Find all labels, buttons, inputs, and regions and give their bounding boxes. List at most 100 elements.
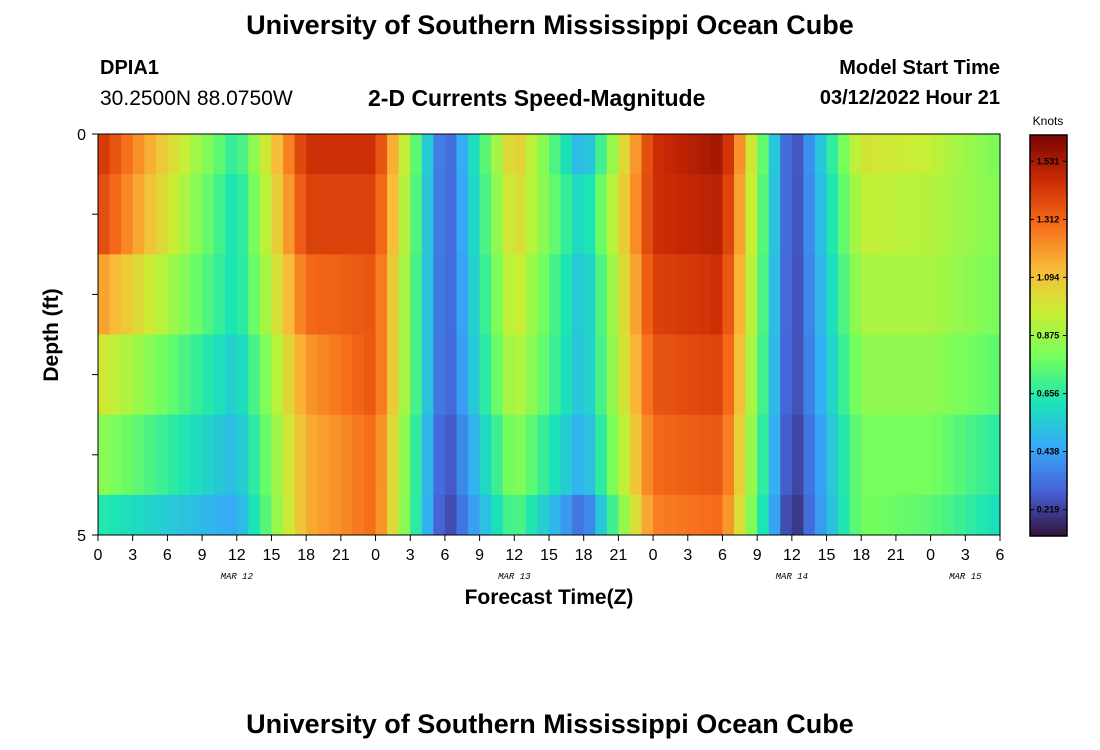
heatmap-cell bbox=[132, 494, 145, 536]
heatmap-cell bbox=[178, 494, 192, 536]
heatmap-cell bbox=[965, 254, 978, 335]
heatmap-cell bbox=[687, 254, 700, 335]
heatmap-cell bbox=[225, 494, 238, 536]
heatmap-cell bbox=[410, 174, 423, 255]
heatmap-cell bbox=[375, 494, 388, 536]
x-tick-label: 21 bbox=[887, 547, 905, 564]
heatmap-cell bbox=[202, 134, 215, 175]
heatmap-cell bbox=[283, 414, 296, 496]
heatmap-cell bbox=[653, 174, 666, 255]
heatmap-cell bbox=[930, 334, 943, 416]
heatmap-cell bbox=[537, 414, 550, 496]
heatmap-cell bbox=[144, 494, 157, 536]
heatmap-cell bbox=[664, 254, 677, 335]
heatmap-cell bbox=[687, 414, 700, 496]
heatmap-cell bbox=[953, 254, 966, 335]
heatmap-cell bbox=[907, 174, 920, 255]
heatmap-cell bbox=[664, 414, 677, 496]
heatmap-cell bbox=[826, 494, 839, 536]
heatmap-cell bbox=[444, 414, 458, 496]
heatmap-cell bbox=[144, 414, 157, 496]
heatmap-cell bbox=[387, 174, 400, 255]
heatmap-cell bbox=[826, 134, 839, 175]
heatmap-cell bbox=[421, 134, 434, 175]
heatmap-cell bbox=[757, 414, 770, 496]
heatmap-cell bbox=[317, 414, 330, 496]
heatmap-cell bbox=[676, 494, 689, 536]
heatmap-cell bbox=[757, 494, 770, 536]
heatmap-cell bbox=[710, 414, 724, 496]
heatmap-cell bbox=[861, 174, 874, 255]
heatmap-cell bbox=[387, 494, 400, 536]
heatmap-cell bbox=[421, 334, 434, 416]
heatmap-cell bbox=[988, 174, 1001, 255]
date-label: MAR 13 bbox=[498, 572, 531, 582]
heatmap-cell bbox=[560, 494, 573, 536]
heatmap-cell bbox=[178, 174, 192, 255]
heatmap-cell bbox=[953, 494, 966, 536]
heatmap-cell bbox=[803, 174, 816, 255]
heatmap-cell bbox=[549, 174, 562, 255]
heatmap-cell bbox=[213, 174, 226, 255]
heatmap-cell bbox=[317, 494, 330, 536]
heatmap-cell bbox=[768, 494, 781, 536]
y-tick-label: 0 bbox=[77, 127, 86, 144]
heatmap-cell bbox=[757, 174, 770, 255]
heatmap-cell bbox=[190, 134, 203, 175]
heatmap-cell bbox=[884, 334, 897, 416]
heatmap-cell bbox=[595, 174, 608, 255]
heatmap-cell bbox=[144, 174, 157, 255]
heatmap-cell bbox=[479, 334, 492, 416]
heatmap-cell bbox=[849, 134, 862, 175]
heatmap-cell bbox=[919, 134, 932, 175]
heatmap-cell bbox=[479, 414, 492, 496]
x-tick-label: 6 bbox=[440, 547, 449, 564]
heatmap-cell bbox=[583, 174, 596, 255]
heatmap-cell bbox=[202, 254, 215, 335]
heatmap-cell bbox=[757, 254, 770, 335]
heatmap-cell bbox=[121, 494, 134, 536]
heatmap-cell bbox=[722, 254, 735, 335]
heatmap-cell bbox=[502, 174, 515, 255]
heatmap-cell bbox=[514, 134, 527, 175]
heatmap-cell bbox=[109, 494, 122, 536]
heatmap-cell bbox=[618, 174, 631, 255]
heatmap-cell bbox=[259, 134, 273, 175]
heatmap-cell bbox=[352, 494, 365, 536]
heatmap-cell bbox=[734, 334, 747, 416]
heatmap-cell bbox=[872, 174, 885, 255]
heatmap-cell bbox=[167, 254, 180, 335]
x-tick-label: 3 bbox=[406, 547, 415, 564]
heatmap-cell bbox=[202, 174, 215, 255]
colorbar-tick-label: 1.094 bbox=[1037, 272, 1060, 282]
heatmap-cell bbox=[502, 334, 515, 416]
heatmap-cell bbox=[271, 134, 284, 175]
heatmap-cell bbox=[664, 134, 677, 175]
heatmap-cell bbox=[421, 414, 434, 496]
heatmap-cell bbox=[375, 174, 388, 255]
heatmap-cell bbox=[838, 414, 851, 496]
heatmap-cell bbox=[352, 334, 365, 416]
heatmap-cell bbox=[491, 174, 504, 255]
heatmap-cell bbox=[259, 174, 273, 255]
heatmap-cell bbox=[861, 254, 874, 335]
heatmap-cell bbox=[132, 174, 145, 255]
heatmap-cell bbox=[514, 254, 527, 335]
heatmap-cell bbox=[629, 174, 643, 255]
heatmap-cell bbox=[942, 494, 955, 536]
heatmap-cell bbox=[722, 134, 735, 175]
heatmap-cell bbox=[734, 254, 747, 335]
heatmap-cell bbox=[560, 134, 573, 175]
heatmap-cell bbox=[155, 254, 168, 335]
heatmap-cell bbox=[826, 334, 839, 416]
heatmap-cell bbox=[606, 334, 619, 416]
heatmap-cell bbox=[595, 414, 608, 496]
heatmap-cell bbox=[340, 254, 354, 335]
heatmap-cell bbox=[676, 134, 689, 175]
heatmap-cell bbox=[98, 254, 111, 335]
heatmap-cell bbox=[942, 174, 955, 255]
heatmap-cell bbox=[190, 494, 203, 536]
colorbar-tick-label: 0.219 bbox=[1037, 505, 1060, 515]
heatmap-cell bbox=[225, 174, 238, 255]
heatmap-cell bbox=[178, 334, 192, 416]
